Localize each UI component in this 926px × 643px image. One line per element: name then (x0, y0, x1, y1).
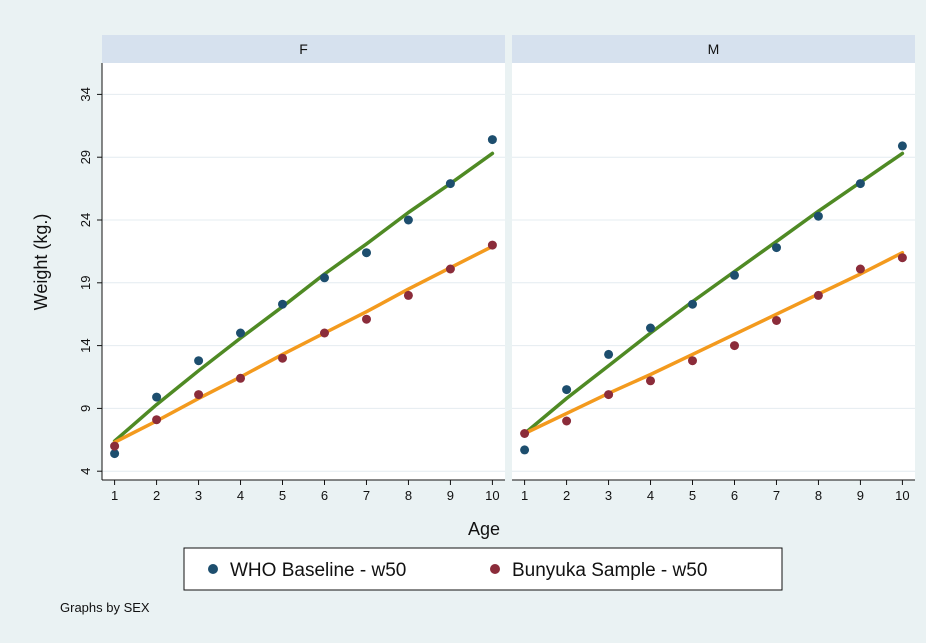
data-point-who (897, 141, 907, 151)
data-point-bunyuka (320, 328, 329, 338)
legend-marker-who (208, 564, 218, 574)
data-point-who (236, 328, 245, 338)
data-point-bunyuka (362, 314, 371, 324)
data-point-who (688, 299, 697, 309)
fit-line-bunyuka (112, 244, 495, 445)
data-point-who (110, 449, 120, 459)
data-point-bunyuka (688, 356, 697, 366)
x-tick-label: 1 (521, 488, 528, 503)
x-tick-label: 10 (485, 488, 499, 503)
data-point-bunyuka (646, 376, 655, 386)
x-tick-label: 8 (815, 488, 822, 503)
plot-area (512, 63, 915, 480)
graphs-by-note: Graphs by SEX (60, 600, 150, 615)
fit-line-bunyuka (522, 250, 905, 436)
data-point-bunyuka (194, 390, 204, 400)
data-point-bunyuka (152, 415, 162, 425)
data-point-who (813, 211, 823, 221)
panel-M: M 1 2 3 4 5 6 7 8 9 10 (512, 35, 915, 503)
data-point-bunyuka (278, 353, 287, 363)
x-tick-label: 7 (773, 488, 780, 503)
data-point-bunyuka (520, 429, 530, 438)
data-point-who (772, 243, 781, 253)
y-tick-label: 24 (78, 213, 93, 227)
data-point-bunyuka (604, 390, 614, 400)
x-tick-label: 9 (447, 488, 454, 503)
y-tick-label: 4 (78, 468, 93, 475)
data-point-who (520, 445, 530, 455)
data-point-bunyuka (403, 290, 413, 300)
x-tick-label: 8 (405, 488, 412, 503)
data-point-bunyuka (236, 373, 245, 383)
x-axis-title: Age (468, 519, 500, 539)
y-axis-title: Weight (kg.) (31, 214, 51, 311)
x-tick-label: 6 (321, 488, 328, 503)
data-point-bunyuka (487, 240, 497, 250)
legend-marker-bunyuka (490, 564, 500, 574)
data-point-who (362, 248, 371, 258)
data-point-who (487, 135, 497, 145)
panel-strip-label: F (299, 41, 308, 57)
data-point-who (194, 356, 204, 366)
x-tick-label: 10 (895, 488, 909, 503)
x-tick-label: 7 (363, 488, 370, 503)
legend: WHO Baseline - w50 Bunyuka Sample - w50 (183, 547, 783, 591)
x-tick-label: 3 (195, 488, 202, 503)
data-point-who (320, 273, 329, 283)
y-tick-label: 29 (78, 150, 93, 164)
x-tick-label: 2 (563, 488, 570, 503)
panel-strip-label: M (708, 41, 720, 57)
x-tick-label: 5 (689, 488, 696, 503)
panel-strip (512, 35, 915, 63)
legend-box (183, 547, 783, 591)
legend-label-bunyuka: Bunyuka Sample - w50 (512, 560, 707, 581)
data-point-who (646, 323, 655, 333)
data-point-bunyuka (110, 441, 120, 451)
data-point-who (604, 349, 614, 359)
legend-label-who: WHO Baseline - w50 (230, 560, 406, 581)
data-point-bunyuka (855, 264, 865, 274)
y-tick-label: 14 (78, 338, 93, 352)
data-point-bunyuka (897, 253, 907, 263)
x-tick-label: 3 (605, 488, 612, 503)
x-tick-label: 4 (237, 488, 244, 503)
x-tick-label: 9 (857, 488, 864, 503)
data-point-who (152, 392, 162, 402)
data-point-who (562, 385, 572, 395)
panel-strip (102, 35, 505, 63)
data-point-bunyuka (730, 341, 739, 351)
plot-area (102, 63, 505, 480)
fit-line-who (522, 151, 905, 436)
x-tick-label: 5 (279, 488, 286, 503)
y-tick-label: 9 (78, 405, 93, 412)
data-point-bunyuka (813, 290, 823, 300)
data-point-who (445, 179, 455, 189)
data-point-who (278, 299, 287, 309)
y-tick-label: 19 (78, 276, 93, 290)
data-point-bunyuka (562, 416, 572, 426)
x-tick-label: 6 (731, 488, 738, 503)
data-point-who (730, 270, 739, 280)
fit-line-who (112, 151, 495, 443)
x-tick-label: 1 (111, 488, 118, 503)
y-tick-label: 34 (78, 87, 93, 101)
data-point-who (403, 215, 413, 225)
x-tick-label: 4 (647, 488, 654, 503)
data-point-bunyuka (772, 316, 781, 325)
data-point-who (855, 179, 865, 189)
data-point-bunyuka (445, 264, 455, 274)
x-tick-label: 2 (153, 488, 160, 503)
